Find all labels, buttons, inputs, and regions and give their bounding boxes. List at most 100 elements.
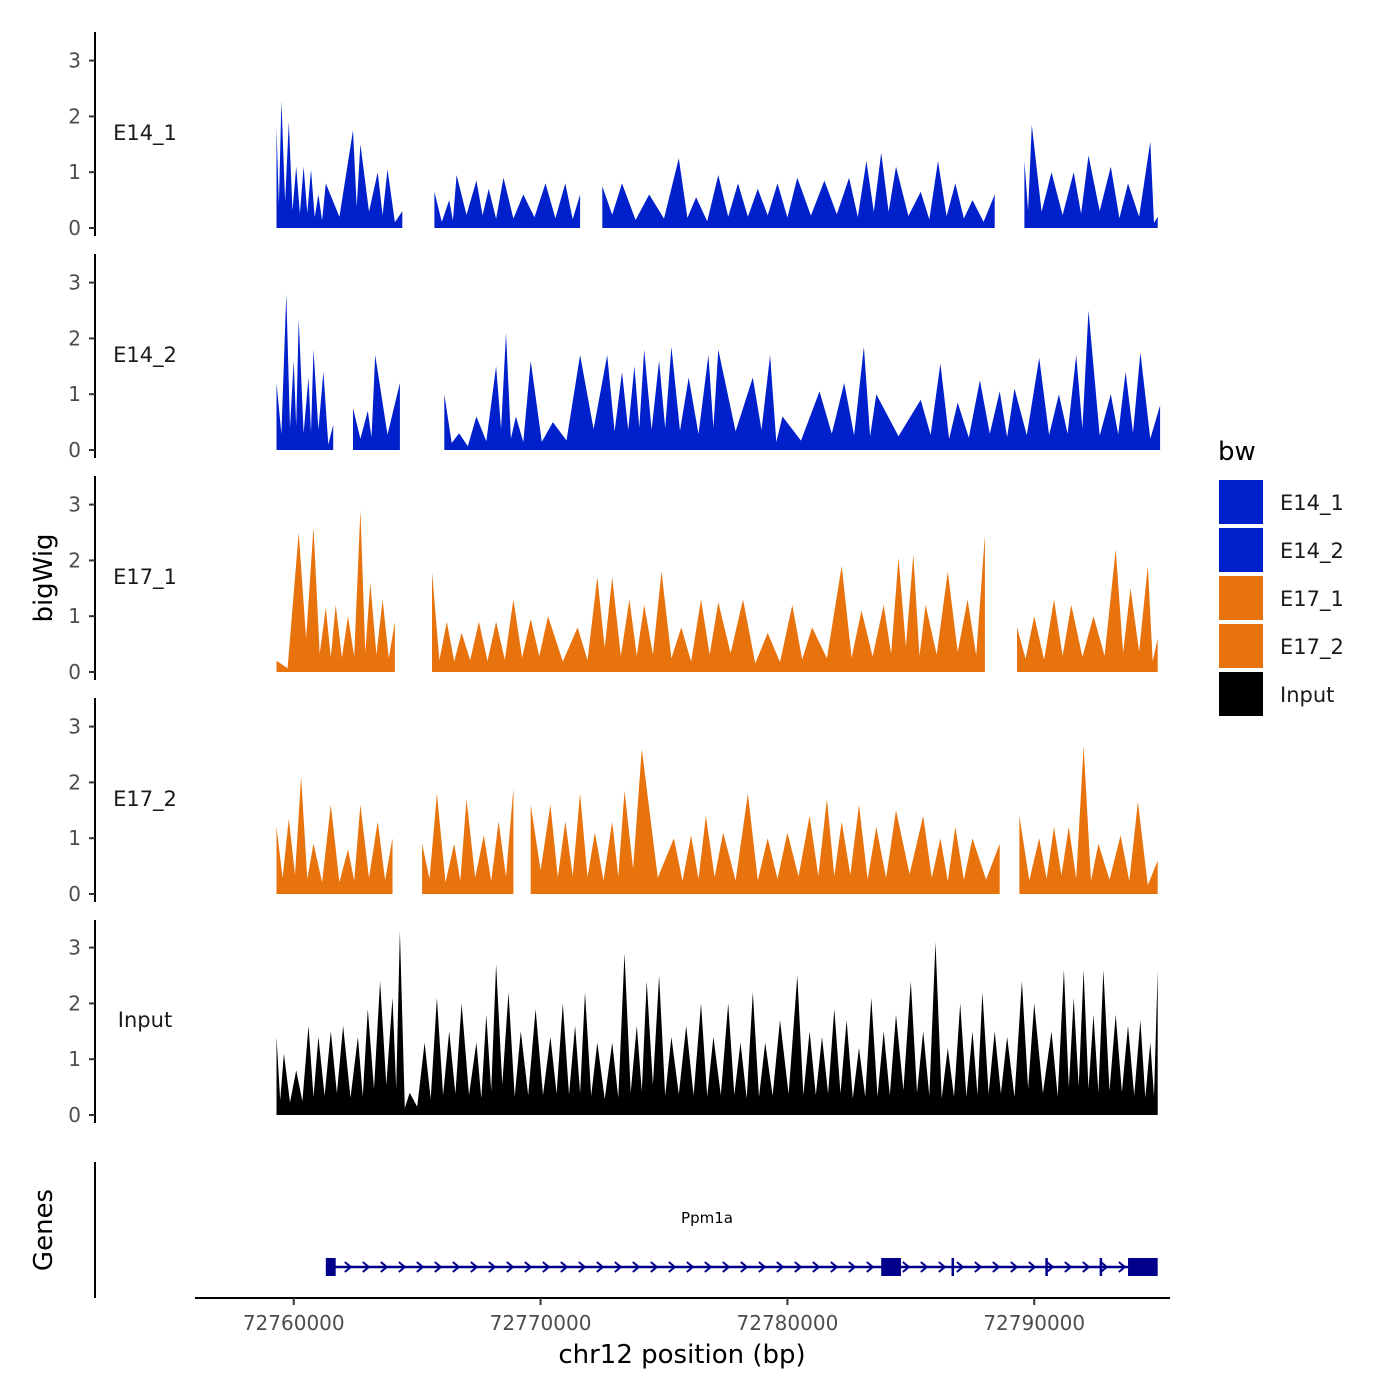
coverage-area xyxy=(276,776,393,894)
track-label: E14_1 xyxy=(113,121,177,146)
y-tick-label: 1 xyxy=(68,160,81,184)
coverage-area xyxy=(1024,124,1158,228)
strand-arrow xyxy=(920,1261,929,1273)
legend: bw E14_1 E14_2 E17_1 E17_2 Input xyxy=(1218,437,1344,716)
track-e14-2: 0 1 2 3 E14_2 xyxy=(68,254,1161,462)
strand-arrow xyxy=(992,1261,1001,1273)
track-e14-1: 0 1 2 3 E14_1 xyxy=(68,32,1158,240)
coverage-area xyxy=(602,152,995,228)
strand-arrow xyxy=(776,1261,785,1273)
strand-arrow xyxy=(938,1261,947,1273)
coverage-area xyxy=(432,535,985,672)
y-tick-label: 3 xyxy=(68,493,81,517)
strand-arrow xyxy=(1028,1261,1037,1273)
legend-swatch xyxy=(1219,624,1263,668)
track-input: 0 1 2 3 Input xyxy=(68,920,1158,1127)
genes-panel: Genes Ppm1a xyxy=(29,1162,1158,1298)
strand-arrow xyxy=(542,1261,551,1273)
x-tick-label: 72790000 xyxy=(983,1311,1085,1335)
strand-arrow xyxy=(1010,1261,1019,1273)
legend-swatch xyxy=(1219,528,1263,572)
strand-arrow xyxy=(1064,1261,1073,1273)
strand-arrow xyxy=(1046,1261,1055,1273)
y-tick-label: 2 xyxy=(68,104,81,128)
y-tick-label: 0 xyxy=(68,438,81,462)
y-axis-title: bigWig xyxy=(29,533,59,622)
x-tick-label: 72760000 xyxy=(243,1311,345,1335)
strand-arrow xyxy=(470,1261,479,1273)
track-label: E17_1 xyxy=(113,565,177,590)
x-axis-ticks: 72760000 72770000 72780000 72790000 xyxy=(243,1298,1085,1335)
legend-swatch xyxy=(1219,576,1263,620)
strand-arrow xyxy=(560,1261,569,1273)
strand-arrow xyxy=(812,1261,821,1273)
legend-label: E14_2 xyxy=(1280,539,1344,564)
strand-arrow xyxy=(632,1261,641,1273)
strand-arrow xyxy=(578,1261,587,1273)
strand-arrow xyxy=(398,1261,407,1273)
strand-arrow xyxy=(524,1261,533,1273)
legend-title: bw xyxy=(1218,437,1256,467)
strand-arrow xyxy=(488,1261,497,1273)
coverage-area xyxy=(530,748,1000,894)
x-tick-label: 72770000 xyxy=(490,1311,592,1335)
y-tick-label: 3 xyxy=(68,271,81,295)
coverage-area xyxy=(353,355,400,450)
strand-arrow xyxy=(416,1261,425,1273)
strand-arrow xyxy=(1100,1261,1109,1273)
track-label: Input xyxy=(118,1008,172,1032)
gene-label: Ppm1a xyxy=(681,1209,733,1227)
x-tick-label: 72780000 xyxy=(737,1311,839,1335)
coverage-area xyxy=(276,100,403,228)
legend-entries: E14_1 E14_2 E17_1 E17_2 Input xyxy=(1219,480,1344,716)
legend-swatch xyxy=(1219,480,1263,524)
y-tick-label: 1 xyxy=(68,382,81,406)
y-tick-label: 0 xyxy=(68,660,81,684)
y-tick-label: 0 xyxy=(68,1103,81,1127)
strand-arrow xyxy=(794,1261,803,1273)
bigwig-tracks: 0 1 2 3 E14_1 0 1 2 3 E14_2 0 1 2 3 E17_1 0 1 2 3 E17_2 0 1 2 3… xyxy=(68,32,1161,1127)
legend-label: E17_1 xyxy=(1280,587,1344,612)
x-axis: 72760000 72770000 72780000 72790000 chr12 p… xyxy=(195,1297,1170,1370)
strand-arrow xyxy=(362,1261,371,1273)
legend-label: E17_2 xyxy=(1280,635,1344,660)
coverage-area xyxy=(444,310,1161,450)
strand-arrow xyxy=(866,1261,875,1273)
strand-arrow xyxy=(1082,1261,1091,1273)
coverage-area xyxy=(1017,549,1158,672)
strand-arrow xyxy=(848,1261,857,1273)
strand-arrow xyxy=(506,1261,515,1273)
exon xyxy=(325,1258,336,1276)
legend-swatch xyxy=(1219,672,1263,716)
strand-arrow xyxy=(434,1261,443,1273)
y-tick-label: 3 xyxy=(68,49,81,73)
strand-arrow xyxy=(380,1261,389,1273)
y-tick-label: 1 xyxy=(68,604,81,628)
strand-arrow xyxy=(740,1261,749,1273)
legend-label: Input xyxy=(1280,683,1334,707)
y-tick-label: 0 xyxy=(68,216,81,240)
exon xyxy=(881,1258,901,1276)
coverage-area xyxy=(1019,746,1158,894)
coverage-area xyxy=(434,175,581,228)
strand-arrow xyxy=(452,1261,461,1273)
coverage-area xyxy=(276,293,334,450)
strand-arrow xyxy=(974,1261,983,1273)
strand-arrow xyxy=(704,1261,713,1273)
strand-arrow xyxy=(668,1261,677,1273)
track-label: E14_2 xyxy=(113,343,177,368)
coverage-area xyxy=(276,930,1158,1115)
y-tick-label: 2 xyxy=(68,326,81,350)
exon xyxy=(1128,1258,1158,1276)
track-label: E17_2 xyxy=(113,787,177,812)
y-tick-label: 3 xyxy=(68,715,81,739)
y-tick-label: 2 xyxy=(68,548,81,572)
strand-arrow xyxy=(614,1261,623,1273)
strand-arrow xyxy=(956,1261,965,1273)
strand-arrow xyxy=(596,1261,605,1273)
strand-arrow xyxy=(650,1261,659,1273)
track-e17-1: 0 1 2 3 E17_1 xyxy=(68,476,1158,684)
strand-arrow xyxy=(722,1261,731,1273)
legend-label: E14_1 xyxy=(1280,491,1344,516)
